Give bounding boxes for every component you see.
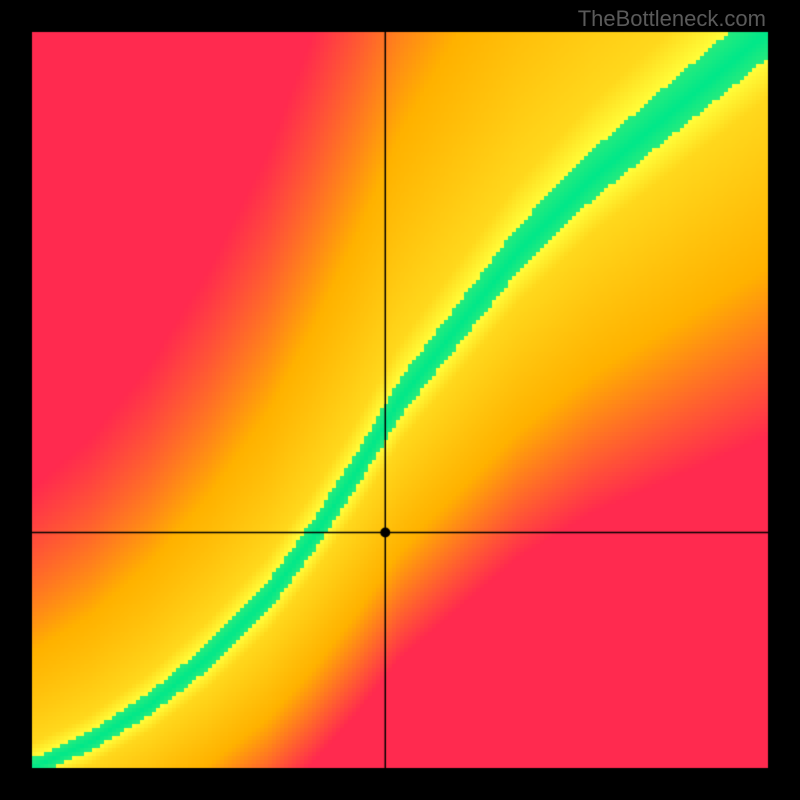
watermark-text: TheBottleneck.com xyxy=(578,6,766,32)
bottleneck-heatmap xyxy=(0,0,800,800)
